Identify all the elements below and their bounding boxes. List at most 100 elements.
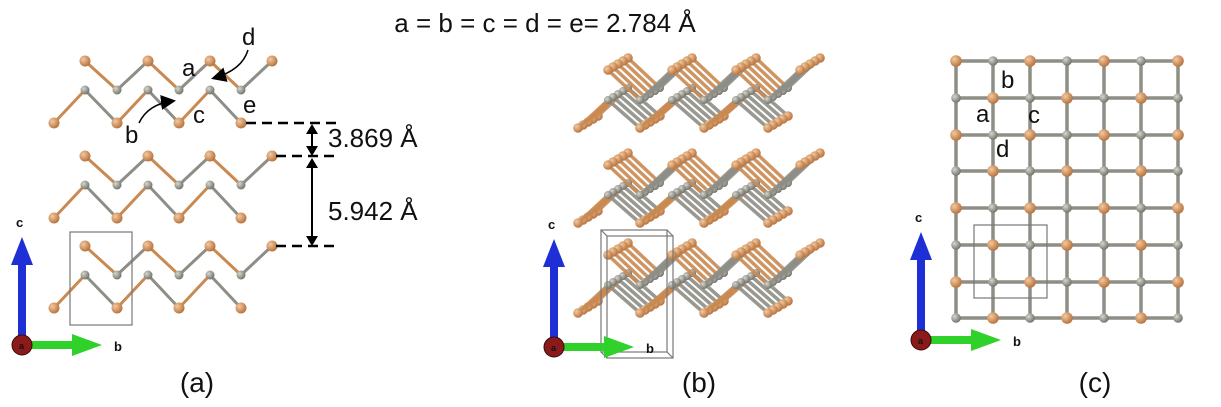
bond (739, 95, 775, 127)
bond (611, 190, 647, 222)
bond (739, 65, 775, 99)
metal-atom (795, 160, 805, 170)
nonmetal-atom (143, 180, 153, 190)
metal-atom (173, 117, 185, 129)
axis-c-arrowhead (11, 237, 33, 265)
nonmetal-atom (951, 93, 961, 103)
bond (606, 68, 642, 102)
metal-atom (1098, 55, 1110, 67)
bond (739, 160, 775, 194)
nonmetal-atom (604, 281, 612, 289)
bond (576, 283, 610, 315)
bond (702, 283, 738, 315)
metal-atom (699, 218, 709, 228)
nonmetal-atom (205, 270, 215, 280)
nonmetal-atom (636, 281, 644, 289)
bond (115, 88, 150, 125)
metal-atom (266, 240, 278, 252)
period-arrow (306, 158, 318, 246)
layer-3 (48, 240, 278, 314)
metal-atom (667, 160, 677, 170)
bond (744, 277, 780, 309)
metal-atom (603, 160, 613, 170)
interlayer-distance: 3.869 Å (328, 123, 418, 153)
panel-label-c: (c) (1079, 367, 1112, 398)
nonmetal-atom (236, 270, 246, 280)
bond (754, 151, 790, 185)
bond-label-a: a (182, 55, 196, 82)
bond (146, 273, 181, 310)
metal-atom (1061, 312, 1073, 324)
metal-atom (987, 92, 999, 104)
bond (739, 190, 775, 222)
layer-b-3 (573, 238, 825, 318)
bond (606, 193, 642, 225)
bond (626, 151, 662, 185)
bond (208, 154, 243, 187)
bond (680, 62, 716, 96)
panel-label-a: (a) (180, 367, 214, 398)
metal-atom (111, 212, 123, 224)
bond (115, 154, 150, 187)
figure-title: a = b = c = d = e= 2.784 Å (394, 8, 696, 38)
metal-atom (950, 202, 962, 214)
bond (675, 95, 711, 127)
bond (52, 183, 87, 220)
bond (626, 241, 662, 275)
metal-atom (573, 218, 583, 228)
bond (670, 163, 706, 197)
nonmetal-atom (1025, 166, 1035, 176)
metal-atom (731, 250, 741, 260)
bond (739, 280, 775, 312)
metal-atom (1024, 202, 1036, 214)
bond (146, 154, 181, 187)
bond (754, 241, 790, 275)
bond (670, 193, 706, 225)
metal-atom (48, 117, 60, 129)
bond (670, 283, 706, 315)
layer-1 (48, 55, 278, 129)
bond-label-b: b (125, 122, 138, 149)
metal-atom (204, 150, 216, 162)
bond (744, 187, 780, 219)
metal-atom (1172, 55, 1184, 67)
metal-atom (1061, 165, 1073, 177)
bond (146, 59, 181, 92)
metal-atom (603, 65, 613, 75)
bond (208, 88, 243, 125)
bond (739, 250, 775, 284)
bond (576, 98, 610, 130)
bond (208, 183, 243, 220)
nonmetal-atom (205, 85, 215, 95)
axis-c-label: c (16, 215, 23, 230)
panel-c-unit-cell (973, 224, 1048, 299)
nonmetal-atom (174, 180, 184, 190)
bond (576, 193, 610, 225)
nonmetal-atom (205, 180, 215, 190)
bond (621, 89, 657, 121)
bond (749, 274, 785, 306)
nonmetal-atom (732, 281, 740, 289)
metal-atom (573, 123, 583, 133)
axis-c-arrowhead (910, 232, 932, 260)
metal-atom (204, 55, 216, 67)
bond (702, 98, 738, 130)
bond (616, 247, 652, 281)
metal-atom (111, 302, 123, 314)
bond (177, 59, 212, 92)
bond (146, 183, 181, 220)
bond (239, 244, 274, 277)
bond (734, 163, 770, 197)
bond (616, 157, 652, 191)
bond (744, 247, 780, 281)
bond (146, 244, 181, 277)
bond (606, 163, 642, 197)
metal-atom (699, 123, 709, 133)
bond (680, 277, 716, 309)
nonmetal-atom (1173, 313, 1183, 323)
bond (621, 59, 657, 93)
bond (638, 193, 674, 225)
bond (749, 59, 785, 93)
bond (177, 244, 212, 277)
